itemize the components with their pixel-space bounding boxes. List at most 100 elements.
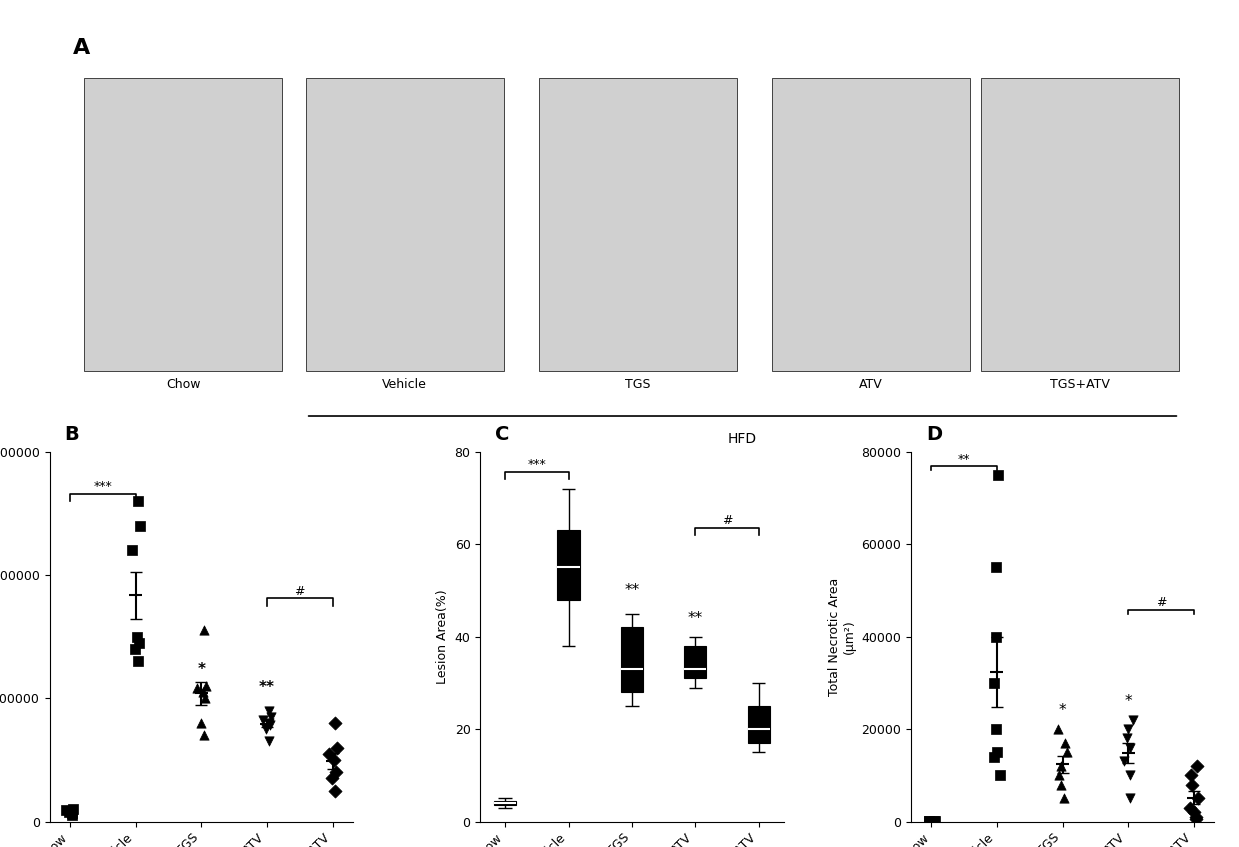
Point (129, 636, 149, 650)
Point (193, 728, 213, 742)
Point (193, 623, 213, 637)
FancyBboxPatch shape (772, 78, 970, 371)
Text: *: * (197, 662, 206, 677)
Point (327, 741, 347, 755)
Text: D: D (926, 425, 942, 445)
Point (987, 745, 1007, 759)
Point (195, 691, 214, 705)
FancyBboxPatch shape (306, 78, 504, 371)
Point (986, 630, 1006, 644)
Point (984, 750, 1004, 764)
Point (1118, 722, 1137, 736)
Text: ATV: ATV (859, 378, 882, 390)
Point (919, 814, 939, 828)
Point (923, 815, 943, 828)
Point (990, 768, 1010, 782)
Bar (494, 800, 517, 805)
Point (1186, 811, 1206, 824)
Point (325, 784, 344, 798)
Point (1123, 713, 1142, 727)
Text: **: ** (624, 583, 639, 598)
Point (256, 722, 276, 736)
Point (986, 722, 1006, 736)
Point (924, 814, 944, 828)
Point (253, 714, 273, 728)
Bar (684, 646, 706, 678)
Point (1057, 745, 1077, 759)
Point (128, 655, 147, 668)
Text: Chow: Chow (166, 378, 201, 390)
Point (128, 630, 147, 644)
Text: C: C (496, 425, 509, 445)
Point (322, 772, 342, 785)
Point (325, 753, 344, 767)
Point (1114, 755, 1134, 768)
Text: B: B (64, 425, 79, 445)
Point (318, 747, 338, 761)
Point (191, 717, 211, 730)
Point (1056, 736, 1075, 750)
Text: ***: *** (528, 458, 546, 471)
Text: **: ** (958, 453, 970, 466)
Point (985, 676, 1005, 689)
Point (1183, 805, 1203, 819)
Point (325, 717, 344, 730)
Bar (621, 628, 643, 692)
Point (1186, 812, 1206, 826)
Point (128, 495, 147, 508)
Text: #: # (1156, 596, 1166, 610)
FancyBboxPatch shape (84, 78, 282, 371)
Point (326, 766, 346, 779)
Text: HFD: HFD (729, 432, 757, 446)
Point (1120, 741, 1140, 755)
Point (1188, 792, 1208, 805)
FancyBboxPatch shape (981, 78, 1180, 371)
Point (259, 704, 279, 717)
Point (926, 814, 945, 828)
Text: #: # (721, 514, 732, 527)
Text: **: ** (688, 611, 703, 626)
Point (1181, 801, 1201, 815)
Point (1049, 768, 1069, 782)
Point (1120, 792, 1140, 805)
Point (919, 814, 939, 828)
Point (62, 806, 82, 820)
Text: TGS: TGS (624, 378, 650, 390)
Point (1051, 778, 1070, 791)
FancyBboxPatch shape (539, 78, 737, 371)
Point (121, 544, 141, 557)
Point (1181, 768, 1201, 782)
Point (986, 561, 1006, 574)
Text: **: ** (259, 680, 275, 695)
Text: A: A (73, 37, 90, 58)
Text: #: # (295, 584, 305, 598)
Point (125, 642, 145, 656)
Point (260, 718, 280, 732)
Point (259, 734, 279, 748)
Point (261, 710, 281, 723)
Point (130, 519, 150, 533)
Point (1054, 792, 1074, 805)
Bar (747, 706, 769, 743)
Point (196, 679, 216, 693)
Point (1116, 732, 1136, 745)
Point (1051, 759, 1070, 772)
Point (1187, 759, 1207, 772)
Point (987, 468, 1007, 482)
Point (187, 682, 207, 695)
Point (63, 802, 83, 816)
Text: *: * (1125, 694, 1132, 709)
Text: *: * (1059, 703, 1067, 718)
Text: Vehicle: Vehicle (383, 378, 427, 390)
Point (1182, 778, 1202, 791)
Y-axis label: Total Necrotic Area
(μm²): Total Necrotic Area (μm²) (828, 578, 856, 695)
Text: ***: *** (93, 480, 112, 493)
Point (259, 717, 279, 730)
Point (62, 809, 82, 822)
Bar (558, 530, 580, 600)
Y-axis label: Lesion Area(%): Lesion Area(%) (436, 590, 449, 684)
Point (59, 805, 79, 818)
Point (1120, 768, 1140, 782)
Point (193, 685, 213, 699)
Point (1048, 722, 1068, 736)
